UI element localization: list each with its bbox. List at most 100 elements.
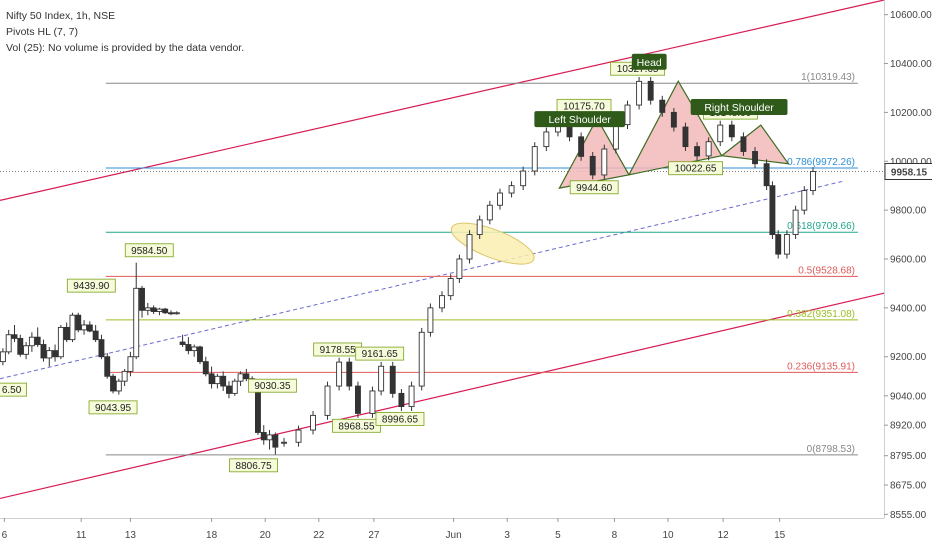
candle[interactable] xyxy=(636,80,643,106)
candle[interactable] xyxy=(427,307,434,333)
candle[interactable] xyxy=(226,385,232,394)
candle[interactable] xyxy=(231,380,238,394)
candle[interactable] xyxy=(295,429,302,443)
candle[interactable] xyxy=(763,163,770,187)
candle[interactable] xyxy=(98,339,105,358)
candle[interactable] xyxy=(378,365,385,392)
candle[interactable] xyxy=(752,151,758,165)
candle[interactable] xyxy=(28,336,35,347)
candle[interactable] xyxy=(346,361,353,387)
candle[interactable] xyxy=(810,171,816,192)
candle[interactable] xyxy=(792,209,799,236)
candle[interactable] xyxy=(612,124,619,150)
candle[interactable] xyxy=(466,234,473,260)
candle[interactable] xyxy=(694,146,701,157)
candle[interactable] xyxy=(208,373,215,385)
candle[interactable] xyxy=(255,388,261,433)
candle[interactable] xyxy=(52,350,59,358)
candle[interactable] xyxy=(398,392,405,408)
candle[interactable] xyxy=(46,350,53,359)
candle[interactable] xyxy=(191,346,198,352)
candle[interactable] xyxy=(133,287,140,358)
candle[interactable] xyxy=(168,312,174,315)
candle[interactable] xyxy=(647,80,654,101)
candle[interactable] xyxy=(150,307,157,312)
candle[interactable] xyxy=(11,334,18,339)
candle[interactable] xyxy=(740,136,747,152)
candle[interactable] xyxy=(92,330,99,341)
candle[interactable] xyxy=(439,295,445,309)
candle[interactable] xyxy=(447,278,454,297)
candle[interactable] xyxy=(670,111,677,128)
candle[interactable] xyxy=(144,307,151,311)
candle[interactable] xyxy=(202,361,209,375)
candle[interactable] xyxy=(266,434,273,441)
candle[interactable] xyxy=(486,204,493,221)
candle[interactable] xyxy=(23,345,30,355)
candle[interactable] xyxy=(728,124,735,138)
pattern-label-box xyxy=(690,98,788,115)
candle[interactable] xyxy=(69,314,76,341)
candle[interactable] xyxy=(369,390,376,414)
candle[interactable] xyxy=(272,434,279,448)
candle[interactable] xyxy=(57,326,64,358)
candle[interactable] xyxy=(418,331,425,387)
candle[interactable] xyxy=(783,234,790,255)
candle[interactable] xyxy=(769,185,776,236)
candle[interactable] xyxy=(86,324,93,332)
candle[interactable] xyxy=(237,373,244,382)
candle[interactable] xyxy=(162,308,169,314)
candle[interactable] xyxy=(682,126,689,148)
candle[interactable] xyxy=(156,308,163,312)
candle[interactable] xyxy=(775,234,782,255)
candle[interactable] xyxy=(531,146,538,172)
candle[interactable] xyxy=(336,361,343,387)
candle[interactable] xyxy=(310,414,316,431)
candle[interactable] xyxy=(408,385,415,408)
candle[interactable] xyxy=(75,314,82,331)
candle[interactable] xyxy=(589,155,596,176)
candle[interactable] xyxy=(173,312,180,315)
candle[interactable] xyxy=(578,136,585,157)
fib-level-label: 0.5(9528.68) xyxy=(798,265,855,276)
candle[interactable] xyxy=(705,141,712,157)
y-tick-label: 10600.00 xyxy=(890,10,932,21)
candle[interactable] xyxy=(179,341,186,345)
candle[interactable] xyxy=(214,375,221,385)
candle[interactable] xyxy=(81,324,88,331)
candle[interactable] xyxy=(801,190,808,211)
candle[interactable] xyxy=(508,185,515,194)
candle[interactable] xyxy=(520,170,527,187)
candle[interactable] xyxy=(624,104,631,126)
candle[interactable] xyxy=(63,326,70,341)
candle[interactable] xyxy=(601,148,608,176)
candle[interactable] xyxy=(389,365,396,394)
candle[interactable] xyxy=(110,375,116,392)
candle[interactable] xyxy=(324,385,331,416)
candle[interactable] xyxy=(543,131,550,148)
candle[interactable] xyxy=(260,432,267,441)
candle[interactable] xyxy=(354,385,361,414)
candle[interactable] xyxy=(127,356,134,372)
candle[interactable] xyxy=(456,258,463,279)
candle[interactable] xyxy=(476,219,483,236)
candle[interactable] xyxy=(104,356,111,377)
candle[interactable] xyxy=(497,192,503,206)
candle[interactable] xyxy=(17,337,24,355)
candle[interactable] xyxy=(0,351,6,363)
candle[interactable] xyxy=(185,344,192,352)
candle[interactable] xyxy=(197,346,203,363)
candle[interactable] xyxy=(5,334,12,353)
candle[interactable] xyxy=(34,336,41,345)
candle[interactable] xyxy=(281,441,287,444)
candle[interactable] xyxy=(717,124,724,143)
candle[interactable] xyxy=(243,373,250,380)
candle[interactable] xyxy=(659,99,666,113)
candle[interactable] xyxy=(40,344,47,359)
pivot-label-box xyxy=(375,412,425,426)
candle[interactable] xyxy=(139,287,145,311)
candle[interactable] xyxy=(121,370,128,382)
candle[interactable] xyxy=(115,380,122,392)
candle[interactable] xyxy=(220,375,227,387)
